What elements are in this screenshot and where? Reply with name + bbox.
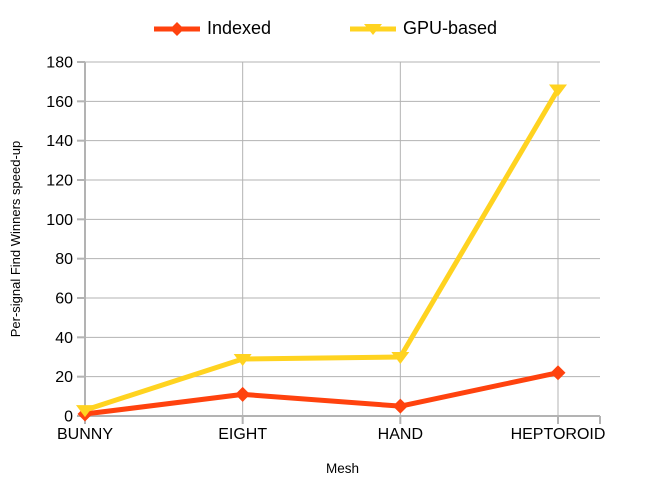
diamond-data-point [392, 398, 408, 414]
triangle-down-data-point [76, 405, 94, 418]
legend-item-gpu-based: GPU-based [349, 18, 497, 39]
series-line-gpu-based [82, 87, 561, 413]
x-tick-label: HAND [378, 426, 423, 443]
series-line-indexed [82, 370, 561, 417]
y-tick-label: 120 [46, 173, 73, 190]
x-axis-title: Mesh [325, 461, 359, 476]
triangle-down-data-point [233, 353, 252, 366]
y-tick-label: 100 [46, 212, 73, 229]
y-axis-title: Per-signal Find Winners speed-up [8, 140, 23, 338]
x-tick-label: BUNNY [57, 426, 113, 443]
legend-item-indexed: Indexed [153, 18, 271, 39]
y-tick-label: 160 [46, 94, 73, 111]
triangle-down-data-point [391, 352, 410, 364]
legend-label-gpu-based: GPU-based [403, 18, 498, 38]
chart-legend: Indexed GPU-based [0, 18, 650, 39]
y-tick-label: 20 [55, 369, 73, 386]
diamond-data-point [235, 386, 251, 402]
y-tick-label: 140 [46, 133, 73, 150]
y-tick-label: 40 [55, 330, 73, 347]
y-tick-label: 60 [55, 291, 73, 308]
y-tick-label: 180 [46, 55, 73, 72]
triangle-down-data-point [549, 84, 567, 97]
y-tick-label: 80 [55, 251, 73, 268]
y-tick-label: 0 [64, 409, 73, 426]
legend-label-indexed: Indexed [206, 18, 271, 38]
diamond-data-point [550, 365, 566, 381]
diamond-marker-icon [153, 21, 200, 36]
triangle-down-marker-icon [350, 23, 396, 35]
x-tick-label: HEPTOROID [511, 426, 606, 443]
x-tick-label: EIGHT [218, 426, 267, 443]
